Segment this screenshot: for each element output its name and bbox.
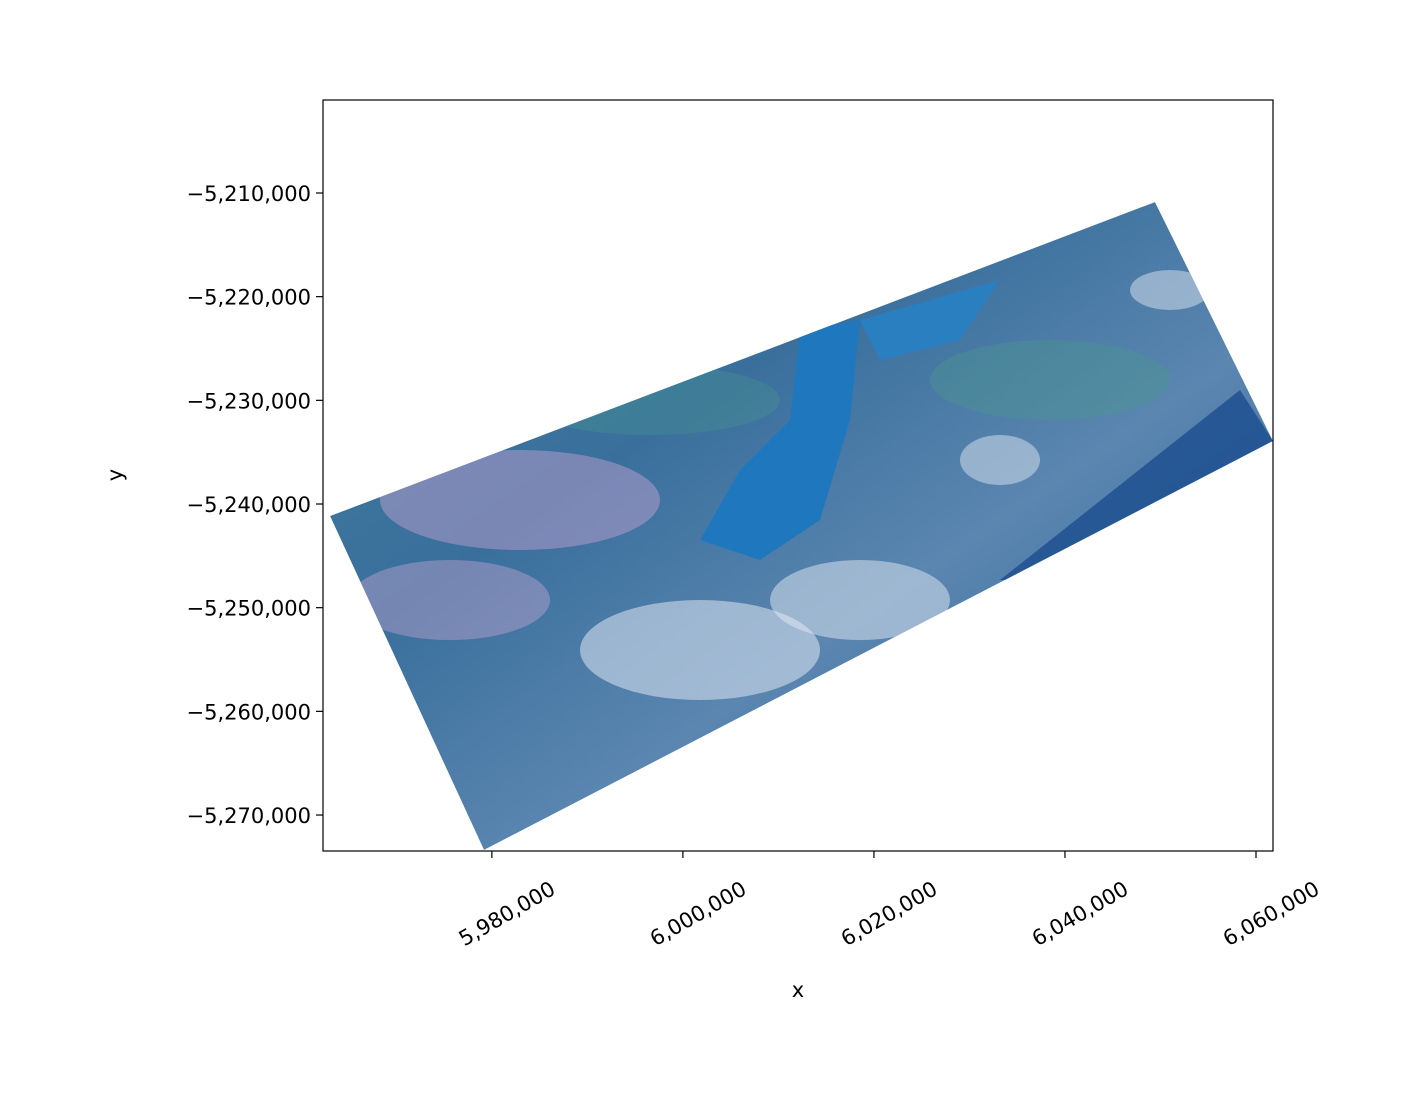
y-axis-label: y — [103, 469, 127, 481]
y-tick-label: −5,220,000 — [187, 286, 311, 310]
y-tick-label: −5,210,000 — [187, 182, 311, 206]
x-tick-label: 6,000,000 — [646, 877, 751, 951]
y-tick-label: −5,250,000 — [187, 597, 311, 621]
y-tick-label: −5,230,000 — [187, 389, 311, 413]
satellite-image — [330, 202, 1273, 850]
y-tick-label: −5,240,000 — [187, 493, 311, 517]
y-tick-label: −5,270,000 — [187, 804, 311, 828]
y-tick-label: −5,260,000 — [187, 700, 311, 724]
x-axis-label: x — [792, 978, 804, 1002]
x-tick-label: 6,060,000 — [1219, 877, 1324, 951]
x-tick-label: 6,040,000 — [1028, 877, 1133, 951]
x-tick-label: 5,980,000 — [455, 877, 560, 951]
plot-frame — [322, 99, 1274, 852]
x-tick-label: 6,020,000 — [837, 877, 942, 951]
